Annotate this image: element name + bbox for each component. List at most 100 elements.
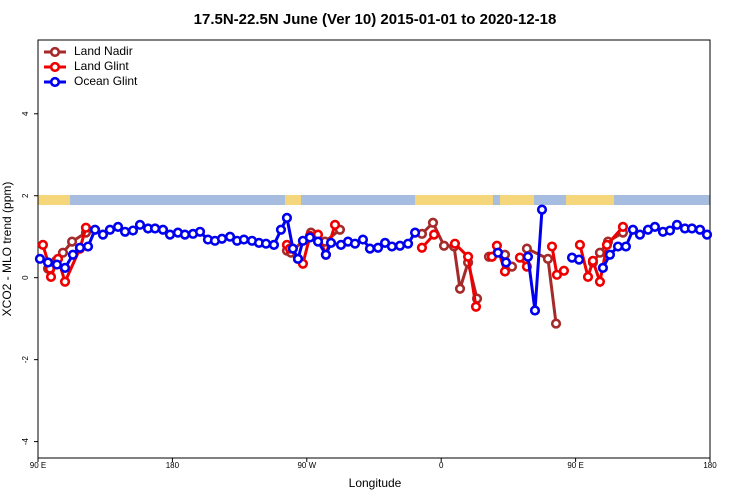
point [649, 221, 660, 232]
point [492, 247, 504, 258]
point [522, 251, 534, 262]
point [462, 251, 474, 262]
point [89, 224, 101, 235]
legend-label: Land Glint [74, 59, 129, 73]
point [587, 255, 599, 266]
point [470, 301, 482, 312]
point [357, 234, 369, 245]
point [438, 240, 450, 251]
point [454, 283, 466, 294]
point [216, 233, 228, 244]
point [292, 253, 304, 264]
point [594, 276, 606, 287]
x-tick-label: 90 E [567, 461, 583, 470]
point [238, 234, 250, 245]
point [66, 236, 78, 247]
point [97, 229, 109, 240]
point [260, 238, 272, 249]
point [157, 224, 169, 235]
y-axis-label: XCO2 - MLO trend (ppm) [0, 182, 14, 317]
point [304, 232, 316, 243]
point [57, 247, 69, 258]
x-tick-label: 180 [166, 461, 180, 470]
point [582, 271, 594, 282]
point [671, 219, 683, 230]
point [281, 212, 293, 223]
map-strip [38, 195, 710, 205]
point [427, 217, 439, 228]
point [521, 243, 533, 254]
point [612, 241, 624, 252]
legend-label: Land Nadir [74, 44, 133, 58]
point [34, 253, 46, 264]
point [551, 269, 563, 280]
point [620, 241, 632, 252]
point [416, 242, 428, 253]
legend-marker [49, 76, 61, 88]
point [573, 254, 585, 265]
point [325, 237, 337, 248]
point [536, 204, 548, 215]
point [59, 262, 71, 273]
point [119, 226, 131, 237]
x-tick-label: 180 [703, 461, 717, 470]
point [287, 243, 299, 254]
point [604, 249, 616, 260]
point [402, 238, 414, 249]
point [550, 318, 562, 329]
point [194, 226, 206, 237]
point [112, 221, 124, 232]
point [597, 262, 609, 273]
point [149, 223, 161, 234]
point [67, 249, 79, 260]
point [364, 243, 376, 254]
point [104, 224, 116, 235]
point [558, 265, 570, 276]
point [82, 241, 94, 252]
point [394, 240, 406, 251]
point [268, 239, 280, 251]
point [694, 224, 706, 235]
point [574, 239, 586, 251]
point [275, 224, 287, 235]
x-tick-label: 0 [439, 461, 444, 470]
point [320, 249, 332, 260]
legend-marker [49, 46, 61, 58]
point [372, 242, 384, 253]
point [349, 238, 361, 249]
point [542, 253, 554, 264]
point [134, 219, 146, 230]
point [409, 227, 421, 238]
point [686, 223, 698, 234]
point [51, 259, 63, 270]
point [594, 247, 606, 258]
point [664, 225, 676, 236]
legend-label: Ocean Glint [74, 74, 138, 88]
plot-frame [37, 39, 711, 459]
x-tick-label: 90 E [30, 461, 46, 470]
point [80, 222, 92, 233]
point [617, 221, 629, 232]
point [529, 305, 541, 316]
y-tick-label: -4 [21, 438, 30, 446]
point [701, 229, 713, 240]
point [164, 229, 176, 240]
point [312, 236, 324, 247]
y-tick-label: -2 [21, 356, 30, 364]
point [514, 252, 525, 263]
point [37, 239, 49, 251]
point [500, 257, 512, 268]
y-tick-label: 4 [21, 111, 30, 116]
point [499, 266, 511, 277]
point [634, 229, 646, 240]
point [59, 276, 71, 287]
point [601, 239, 613, 251]
point [329, 219, 341, 230]
point [546, 241, 558, 252]
point [428, 229, 440, 240]
y-tick-label: 2 [21, 193, 30, 198]
point [179, 229, 191, 240]
chart-title: 17.5N-22.5N June (Ver 10) 2015-01-01 to … [194, 11, 557, 28]
point [224, 231, 236, 242]
